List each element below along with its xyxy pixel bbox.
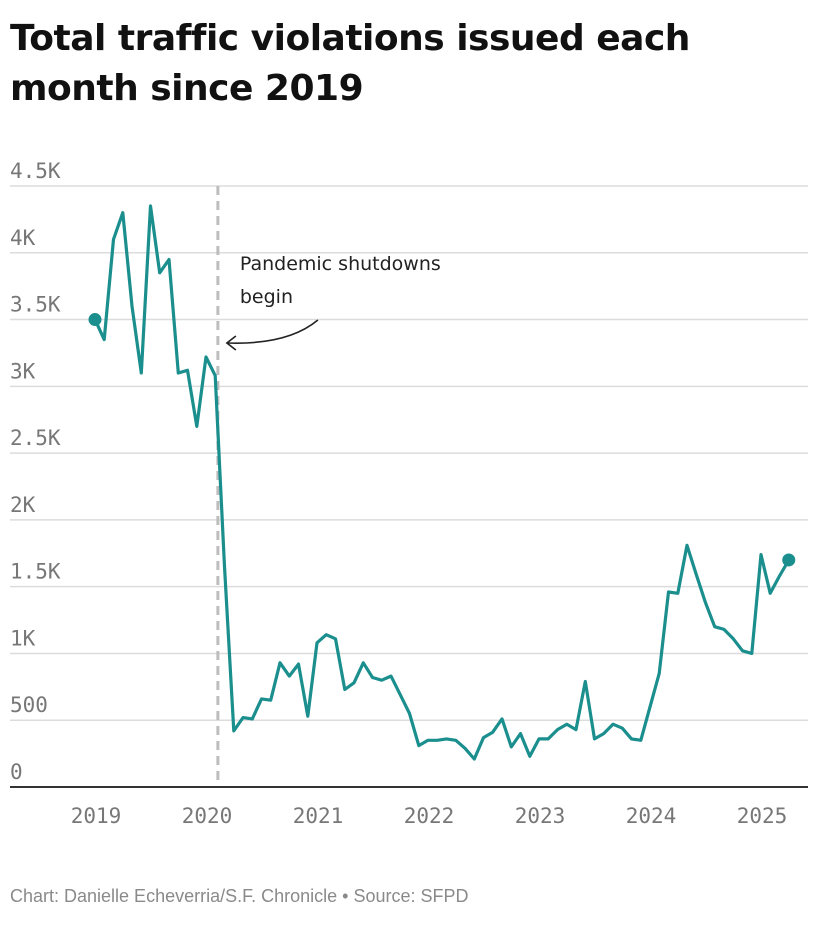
- pandemic-annotation: Pandemic shutdowns begin: [240, 253, 441, 308]
- y-tick-label: 1.5K: [10, 560, 61, 584]
- x-tick-label: 2019: [71, 804, 122, 828]
- chart-title: Total traffic violations issued each mon…: [10, 18, 690, 109]
- annotation-text-line: Pandemic shutdowns: [240, 253, 441, 275]
- annotation-text-line: begin: [240, 286, 293, 308]
- y-tick-label: 3K: [10, 359, 36, 383]
- y-axis-labels: 0 500 1K 1.5K 2K 2.5K 3K 3.5K 4K 4.5K: [10, 159, 61, 784]
- x-tick-label: 2022: [404, 804, 455, 828]
- x-axis-labels: 2019 2020 2021 2022 2023 2024 2025: [71, 804, 788, 828]
- x-tick-label: 2025: [737, 804, 788, 828]
- y-tick-label: 4.5K: [10, 159, 61, 183]
- y-tick-label: 1K: [10, 626, 36, 650]
- x-tick-label: 2024: [626, 804, 677, 828]
- gridlines: [10, 185, 808, 721]
- series-start-point: [88, 313, 102, 327]
- series-points: [88, 313, 796, 567]
- line-chart: 0 500 1K 1.5K 2K 2.5K 3K 3.5K 4K 4.5K Pandemic sh…: [10, 159, 808, 828]
- annotation-arrow: [227, 319, 319, 344]
- y-tick-label: 4K: [10, 226, 36, 250]
- series-end-point: [782, 553, 796, 567]
- chart-credit: Chart: Danielle Echeverria/S.F. Chronicl…: [10, 886, 469, 906]
- y-tick-label: 3.5K: [10, 293, 61, 317]
- y-tick-label: 0: [10, 760, 23, 784]
- annotation-arrowhead: [225, 335, 237, 351]
- y-tick-label: 2.5K: [10, 426, 61, 450]
- series-line-traffic-violations: [93, 204, 791, 761]
- y-tick-label: 500: [10, 693, 48, 717]
- x-tick-label: 2020: [182, 804, 233, 828]
- x-tick-label: 2023: [515, 804, 566, 828]
- x-tick-label: 2021: [293, 804, 344, 828]
- y-tick-label: 2K: [10, 493, 36, 517]
